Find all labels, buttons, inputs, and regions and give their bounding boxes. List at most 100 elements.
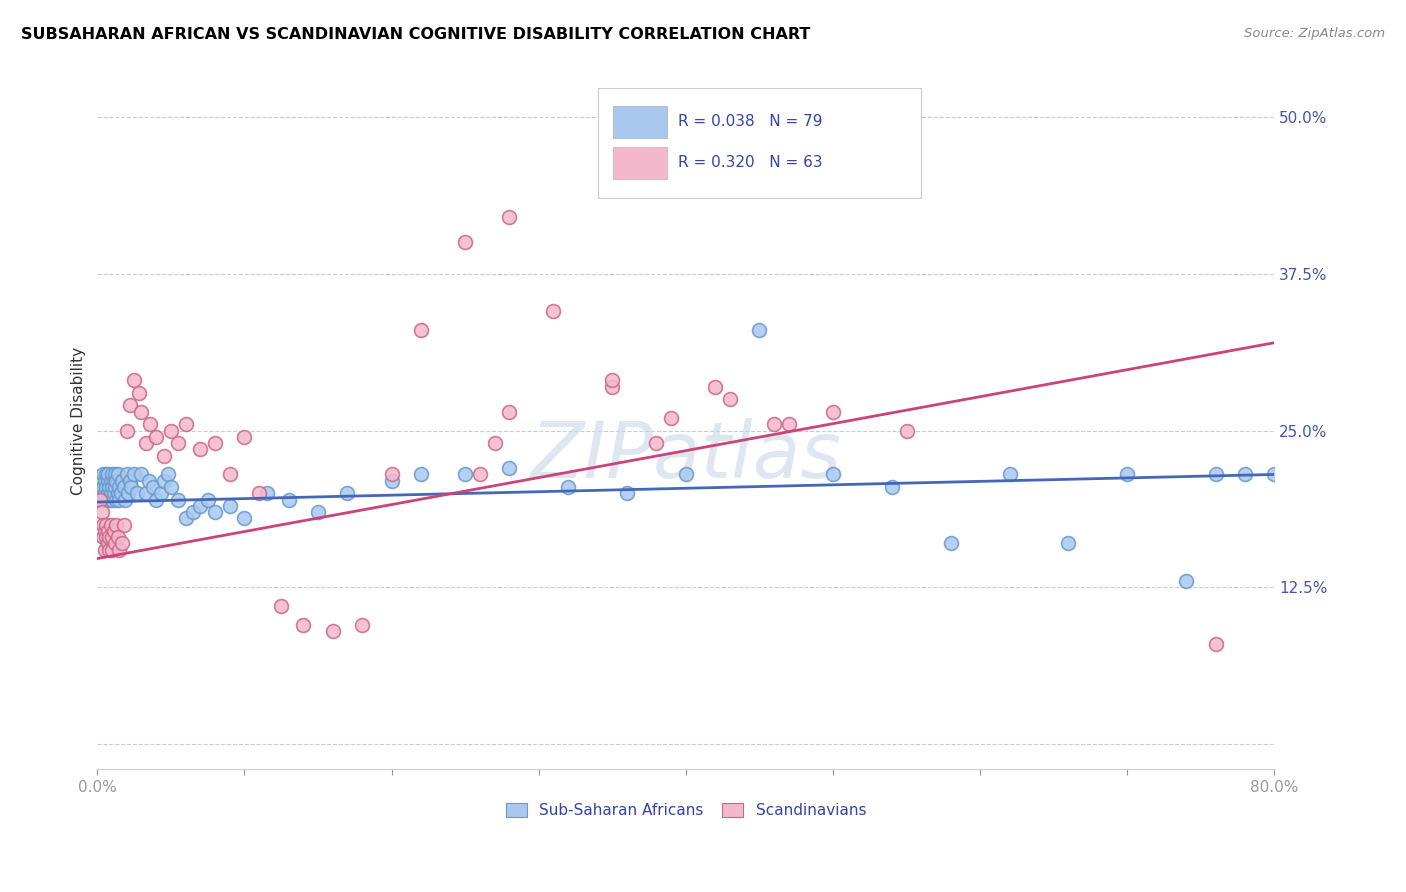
Point — [174, 417, 197, 432]
Point — [101, 530, 124, 544]
Point — [233, 430, 256, 444]
Point — [104, 467, 127, 482]
Point — [103, 486, 125, 500]
Legend: Sub-Saharan Africans, Scandinavians: Sub-Saharan Africans, Scandinavians — [499, 797, 872, 824]
Point — [93, 542, 115, 557]
Point — [156, 467, 179, 482]
Point — [89, 486, 111, 500]
Point — [104, 480, 127, 494]
Point — [112, 480, 135, 494]
Point — [1263, 467, 1285, 482]
Point — [498, 211, 520, 225]
Point — [1116, 467, 1139, 482]
Point — [1205, 637, 1227, 651]
Point — [110, 486, 132, 500]
Point — [160, 424, 183, 438]
Point — [96, 517, 118, 532]
Point — [111, 536, 134, 550]
Point — [454, 235, 477, 250]
Point — [97, 524, 120, 538]
Point — [104, 536, 127, 550]
Point — [96, 530, 118, 544]
Point — [204, 505, 226, 519]
Point — [108, 542, 131, 557]
Point — [103, 524, 125, 538]
Point — [557, 480, 579, 494]
Point — [96, 480, 118, 494]
Point — [498, 461, 520, 475]
Point — [108, 492, 131, 507]
Text: SUBSAHARAN AFRICAN VS SCANDINAVIAN COGNITIVE DISABILITY CORRELATION CHART: SUBSAHARAN AFRICAN VS SCANDINAVIAN COGNI… — [21, 27, 810, 42]
Point — [152, 449, 174, 463]
Text: R = 0.320   N = 63: R = 0.320 N = 63 — [678, 154, 823, 169]
Point — [97, 536, 120, 550]
Point — [1175, 574, 1198, 588]
Point — [167, 436, 190, 450]
Point — [1233, 467, 1256, 482]
Point — [142, 480, 165, 494]
Point — [101, 480, 124, 494]
Point — [138, 474, 160, 488]
Point — [600, 379, 623, 393]
Point — [139, 417, 162, 432]
Point — [122, 467, 145, 482]
Point — [821, 467, 844, 482]
Point — [763, 417, 786, 432]
Y-axis label: Cognitive Disability: Cognitive Disability — [72, 347, 86, 495]
Point — [307, 505, 329, 519]
Point — [247, 486, 270, 500]
Point — [118, 399, 141, 413]
Point — [197, 492, 219, 507]
Point — [91, 530, 114, 544]
Point — [454, 467, 477, 482]
Point — [97, 486, 120, 500]
Point — [1057, 536, 1080, 550]
Point — [645, 436, 668, 450]
Point — [409, 467, 432, 482]
Point — [96, 467, 118, 482]
Point — [837, 160, 859, 174]
Point — [91, 467, 114, 482]
Point — [748, 323, 770, 337]
Point — [135, 436, 157, 450]
Point — [100, 474, 122, 488]
Point — [939, 536, 962, 550]
Point — [270, 599, 292, 614]
Point — [105, 474, 128, 488]
Point — [998, 467, 1021, 482]
Point — [107, 486, 129, 500]
Point — [101, 492, 124, 507]
Text: R = 0.038   N = 79: R = 0.038 N = 79 — [678, 114, 823, 129]
Point — [107, 530, 129, 544]
Point — [152, 474, 174, 488]
Point — [233, 511, 256, 525]
Point — [468, 467, 491, 482]
Point — [122, 373, 145, 387]
Point — [204, 436, 226, 450]
Point — [821, 405, 844, 419]
Point — [93, 524, 115, 538]
Point — [181, 505, 204, 519]
Point — [1205, 467, 1227, 482]
Text: ZIPatlas: ZIPatlas — [530, 418, 841, 494]
Point — [381, 474, 404, 488]
Point — [135, 486, 157, 500]
Point — [97, 474, 120, 488]
Point — [112, 517, 135, 532]
Point — [98, 542, 121, 557]
Point — [149, 486, 172, 500]
Point — [93, 486, 115, 500]
Point — [145, 430, 167, 444]
FancyBboxPatch shape — [613, 106, 666, 138]
Point — [292, 618, 315, 632]
FancyBboxPatch shape — [598, 88, 921, 198]
Point — [117, 486, 139, 500]
Point — [352, 618, 374, 632]
Point — [718, 392, 741, 407]
Point — [600, 373, 623, 387]
Point — [120, 480, 142, 494]
Point — [101, 467, 124, 482]
Point — [188, 499, 211, 513]
Text: Source: ZipAtlas.com: Source: ZipAtlas.com — [1244, 27, 1385, 40]
Point — [484, 436, 506, 450]
